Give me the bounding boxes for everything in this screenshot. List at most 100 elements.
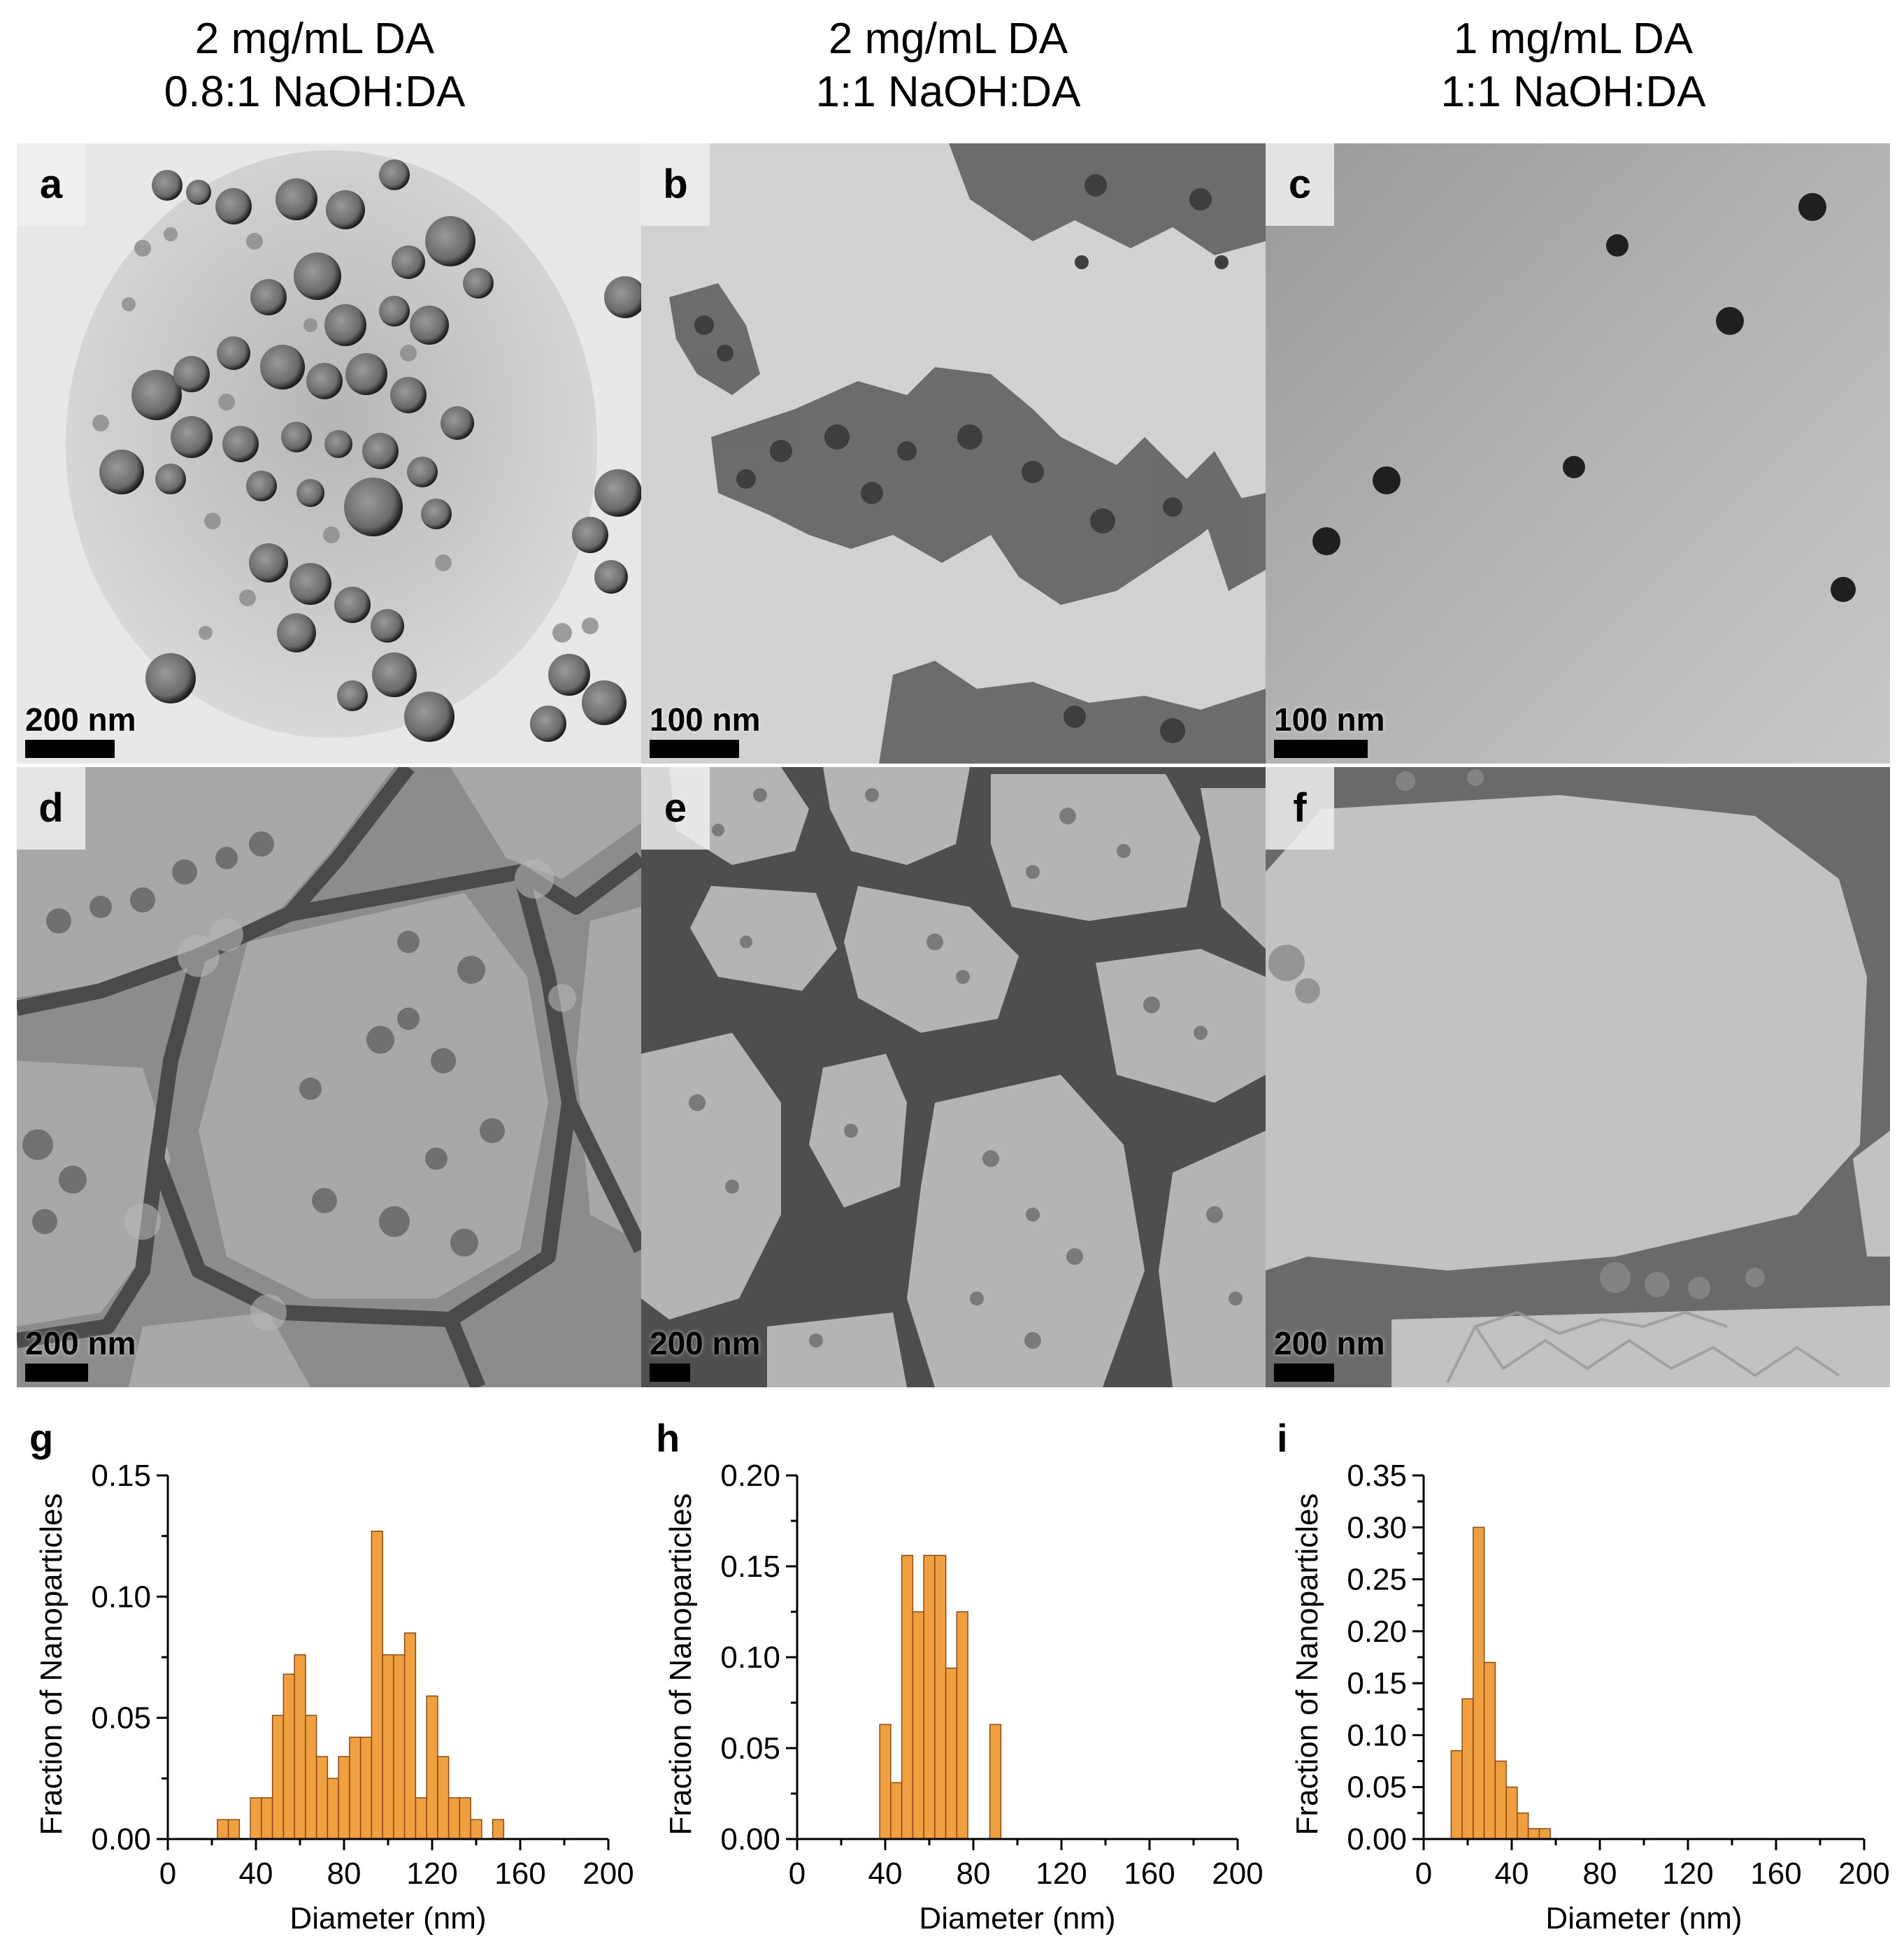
panel-letter-e: e bbox=[641, 767, 710, 850]
histogram-bar bbox=[271, 1715, 285, 1840]
scale-bar-e: 200 nm bbox=[650, 1326, 761, 1382]
histogram-bar bbox=[989, 1724, 1002, 1840]
x-tick-label: 120 bbox=[406, 1857, 457, 1891]
histogram-bar bbox=[1538, 1828, 1551, 1840]
micrograph-a-image bbox=[17, 143, 641, 764]
x-axis-label: Diameter (nm) bbox=[289, 1901, 486, 1936]
column-title-3-line1: 1 mg/mL DA bbox=[1453, 15, 1694, 63]
histogram-bar bbox=[1473, 1526, 1485, 1840]
histogram-i: 0 40 80 120 160 200 0.00 0.05 0.10 0.15 0.20 0.25 0.… bbox=[1290, 1461, 1890, 1936]
micrograph-e: e 200 nm bbox=[641, 767, 1266, 1387]
y-tick-label: 0.20 bbox=[720, 1461, 780, 1493]
histogram-bar bbox=[956, 1611, 968, 1840]
scale-bar-label-a: 200 nm bbox=[25, 701, 136, 738]
panel-letter-c: c bbox=[1266, 143, 1334, 226]
column-title-2-line2: 1:1 NaOH:DA bbox=[815, 68, 1081, 116]
x-tick-label: 40 bbox=[1495, 1857, 1529, 1891]
y-tick-label: 0.00 bbox=[91, 1822, 151, 1857]
y-tick-label: 0.05 bbox=[91, 1701, 151, 1736]
histogram-bar bbox=[282, 1673, 295, 1840]
scale-bar-line-b bbox=[650, 740, 739, 758]
x-tick-label: 120 bbox=[1036, 1857, 1087, 1891]
column-title-1-line2: 0.8:1 NaOH:DA bbox=[164, 68, 466, 116]
micrograph-f-image bbox=[1266, 767, 1890, 1387]
histogram-bar bbox=[934, 1554, 947, 1840]
histogram-bar bbox=[393, 1654, 406, 1840]
scale-bar-line-d bbox=[25, 1364, 88, 1382]
histogram-bar bbox=[217, 1819, 229, 1840]
column-title-2: 2 mg/mL DA 1:1 NaOH:DA bbox=[634, 0, 1263, 140]
micrograph-f: f 200 nm bbox=[1266, 767, 1890, 1387]
x-tick-label: 40 bbox=[868, 1857, 903, 1891]
histogram-bar bbox=[1450, 1750, 1463, 1840]
x-tick-label: 160 bbox=[1124, 1857, 1175, 1891]
histogram-bar bbox=[338, 1756, 350, 1840]
y-tick-label: 0.15 bbox=[1347, 1666, 1407, 1701]
histogram-bar bbox=[459, 1797, 471, 1840]
y-tick-label: 0.10 bbox=[91, 1580, 151, 1614]
column-title-1-line1: 2 mg/mL DA bbox=[194, 15, 435, 63]
x-tick-label: 80 bbox=[1583, 1857, 1617, 1891]
x-tick-label: 0 bbox=[789, 1857, 806, 1891]
y-tick-label: 0.25 bbox=[1347, 1563, 1407, 1597]
micrograph-d: d 200 nm bbox=[17, 767, 641, 1387]
y-tick-label: 0.30 bbox=[1347, 1510, 1407, 1545]
histogram-bar bbox=[1517, 1812, 1529, 1840]
x-tick-label: 80 bbox=[957, 1857, 991, 1891]
histogram-bar bbox=[1505, 1786, 1518, 1840]
histogram-bar bbox=[1461, 1698, 1474, 1840]
histogram-bar bbox=[315, 1756, 329, 1840]
scale-bar-c: 100 nm bbox=[1274, 702, 1385, 758]
y-tick-label: 0.10 bbox=[1347, 1718, 1407, 1752]
micrograph-d-image bbox=[17, 767, 641, 1387]
y-tick-label: 0.35 bbox=[1347, 1461, 1407, 1493]
histogram-bar bbox=[470, 1819, 482, 1840]
x-tick-label: 40 bbox=[239, 1857, 273, 1891]
scale-bar-a: 200 nm bbox=[25, 702, 136, 758]
panel-letter-b: b bbox=[641, 143, 710, 226]
x-tick-label: 160 bbox=[1750, 1857, 1801, 1891]
micrograph-c: c 100 nm bbox=[1266, 143, 1890, 764]
y-axis-label: Fraction of Nanoparticles bbox=[664, 1493, 698, 1835]
panel-letter-f: f bbox=[1266, 767, 1334, 850]
scale-bar-label-d: 200 nm bbox=[25, 1325, 136, 1361]
histogram-bar bbox=[901, 1554, 914, 1840]
scale-bar-line-a bbox=[25, 740, 115, 758]
y-tick-label: 0.15 bbox=[91, 1461, 151, 1493]
histogram-bar bbox=[448, 1797, 461, 1840]
histogram-letter-i: i bbox=[1277, 1416, 1288, 1460]
y-axis-label: Fraction of Nanoparticles bbox=[34, 1493, 69, 1835]
scale-bar-label-f: 200 nm bbox=[1274, 1325, 1385, 1361]
x-axis-label: Diameter (nm) bbox=[1545, 1901, 1742, 1936]
x-tick-label: 160 bbox=[494, 1857, 545, 1891]
scale-bar-label-e: 200 nm bbox=[650, 1325, 761, 1361]
histogram-letter-h: h bbox=[656, 1416, 680, 1460]
histogram-bar bbox=[426, 1695, 438, 1840]
micrograph-e-image bbox=[641, 767, 1266, 1387]
histogram-bar bbox=[1527, 1828, 1540, 1840]
y-tick-label: 0.15 bbox=[720, 1550, 780, 1584]
histogram-bar bbox=[261, 1797, 273, 1840]
column-title-1: 2 mg/mL DA 0.8:1 NaOH:DA bbox=[0, 0, 629, 140]
x-tick-label: 0 bbox=[1415, 1857, 1432, 1891]
scale-bar-line-c bbox=[1274, 740, 1368, 758]
histogram-bar bbox=[923, 1554, 936, 1840]
histogram-bar bbox=[945, 1667, 958, 1840]
histogram-bar bbox=[415, 1797, 427, 1840]
histogram-bar bbox=[437, 1756, 450, 1840]
histogram-bar bbox=[1494, 1760, 1507, 1840]
x-tick-label: 200 bbox=[1212, 1857, 1263, 1891]
micrograph-c-image bbox=[1266, 143, 1890, 764]
x-axis-label: Diameter (nm) bbox=[919, 1901, 1115, 1936]
histogram-bar bbox=[879, 1724, 892, 1840]
histogram-h: 0 40 80 120 160 200 0.00 0.05 0.10 0.15 0.20 Diamet… bbox=[664, 1461, 1264, 1936]
scale-bar-line-e bbox=[650, 1364, 690, 1382]
scale-bar-f: 200 nm bbox=[1274, 1326, 1385, 1382]
histogram-bar bbox=[227, 1819, 241, 1840]
micrograph-b: b 100 nm bbox=[641, 143, 1266, 764]
panel-letter-d: d bbox=[17, 767, 85, 850]
histogram-bar bbox=[912, 1611, 924, 1840]
histogram-g: 0 40 80 120 160 200 0.00 0.05 0.10 0.15 Diameter (… bbox=[34, 1461, 634, 1936]
y-tick-label: 0.20 bbox=[1347, 1615, 1407, 1649]
scale-bar-line-f bbox=[1274, 1364, 1334, 1382]
